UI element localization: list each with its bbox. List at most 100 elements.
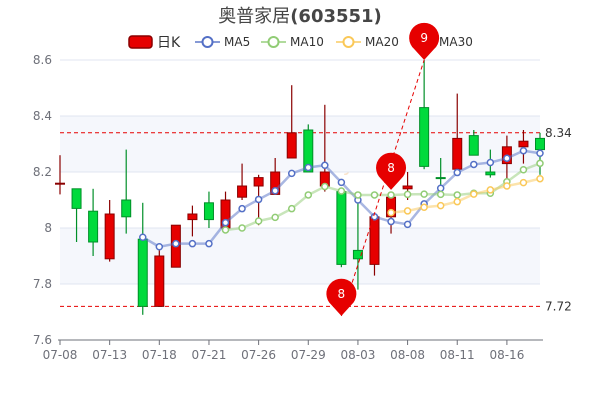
mark-line-label: 7.72 [545,299,572,313]
candle-body [336,191,347,265]
ma-point [238,204,246,213]
candle-body [435,177,446,180]
ma-point [536,174,544,183]
legend-label: MA10 [290,35,324,49]
legend-label: MA5 [224,35,251,49]
ma-point [387,217,395,226]
ma-point [387,208,395,217]
ma-point [238,224,246,232]
ma-point [403,190,412,199]
y-tick-label: 8.6 [33,53,52,67]
candle-legend-icon [128,35,153,49]
candle-body [485,171,496,176]
candle-body [71,188,82,209]
candle-body [88,210,99,243]
ma-point [453,191,461,199]
legend-item-ma30[interactable]: MA30 [410,33,473,51]
ma-point [254,217,263,225]
ma-point [403,220,412,229]
grid-band [60,228,540,284]
ma-point [321,161,329,170]
legend: 日K MA5 MA10 MA20 MA30 [0,33,600,53]
ma-point [188,239,197,248]
x-tick-label: 07-21 [192,348,227,362]
ma-point [287,204,296,213]
candle-body [253,177,264,187]
ma-point [287,169,296,178]
ma-point [387,191,395,199]
grid-band [60,116,540,172]
candle-body [203,202,214,221]
legend-label: 日K [157,35,181,51]
ma-point [354,191,362,199]
ma-point [321,182,329,191]
ma-point [304,163,313,172]
ma-point [337,178,346,187]
ma-point [370,191,379,199]
candle-body [303,129,314,173]
ma-line-ma20 [390,177,541,214]
ma-point [254,195,263,204]
candle-body [55,182,65,185]
y-tick-label: 8.2 [33,165,52,179]
candle-body [369,216,380,265]
ma-point [453,197,461,206]
ma-point [503,182,511,190]
ma-point [436,184,445,192]
ma-point [155,243,164,251]
ma-point [420,190,428,198]
ma-point [470,160,478,169]
candle-body [518,140,529,148]
mark-line-label: 8.34 [545,126,572,140]
ma-point [271,213,279,222]
candle-body [154,255,165,307]
legend-label: MA20 [365,35,399,49]
legend-item-ma10[interactable]: MA10 [261,33,324,51]
ma-point [337,187,346,195]
line-legend-icon [410,36,435,48]
candle-body [402,185,413,190]
candle-body [352,249,363,260]
ma-point [271,187,279,195]
candle-body [237,185,248,198]
candle-body [121,199,132,218]
candle-body [137,238,148,307]
y-tick-label: 7.6 [33,333,52,347]
ma-point [205,239,213,248]
y-tick-label: 7.8 [33,277,52,291]
x-tick-label: 07-13 [92,348,127,362]
candle-body [419,107,430,167]
candle-body [535,137,545,151]
ma-point [304,191,313,199]
candle-body [286,132,297,159]
ma-point [172,239,180,248]
line-legend-icon [336,36,361,48]
ma-point [519,178,528,187]
ma-point [403,207,412,215]
x-tick-label: 08-08 [390,348,425,362]
legend-item-ma20[interactable]: MA20 [336,33,399,51]
line-legend-icon [261,36,286,48]
stock-code: (603551) [290,6,382,27]
ma-point [453,168,461,177]
ma-point [536,159,544,168]
candle-body [468,135,479,156]
y-tick-label: 8 [44,221,52,235]
chart-title: 奥普家居(603551) [0,2,600,28]
y-tick-label: 8.4 [33,109,52,123]
ma-point [436,190,445,199]
candle-body [187,213,198,221]
ma-point [536,149,544,157]
x-tick-label: 08-11 [440,348,475,362]
ma-point [436,201,445,210]
stock-name: 奥普家居 [218,6,291,27]
x-tick-label: 08-16 [489,348,524,362]
legend-item-kline[interactable]: 日K [128,33,180,51]
ma-point [486,186,495,194]
x-tick-label: 07-18 [142,348,177,362]
ma-point [470,190,478,198]
legend-item-ma5[interactable]: MA5 [195,33,250,51]
ma-point [420,203,428,212]
ma-point [519,146,528,155]
